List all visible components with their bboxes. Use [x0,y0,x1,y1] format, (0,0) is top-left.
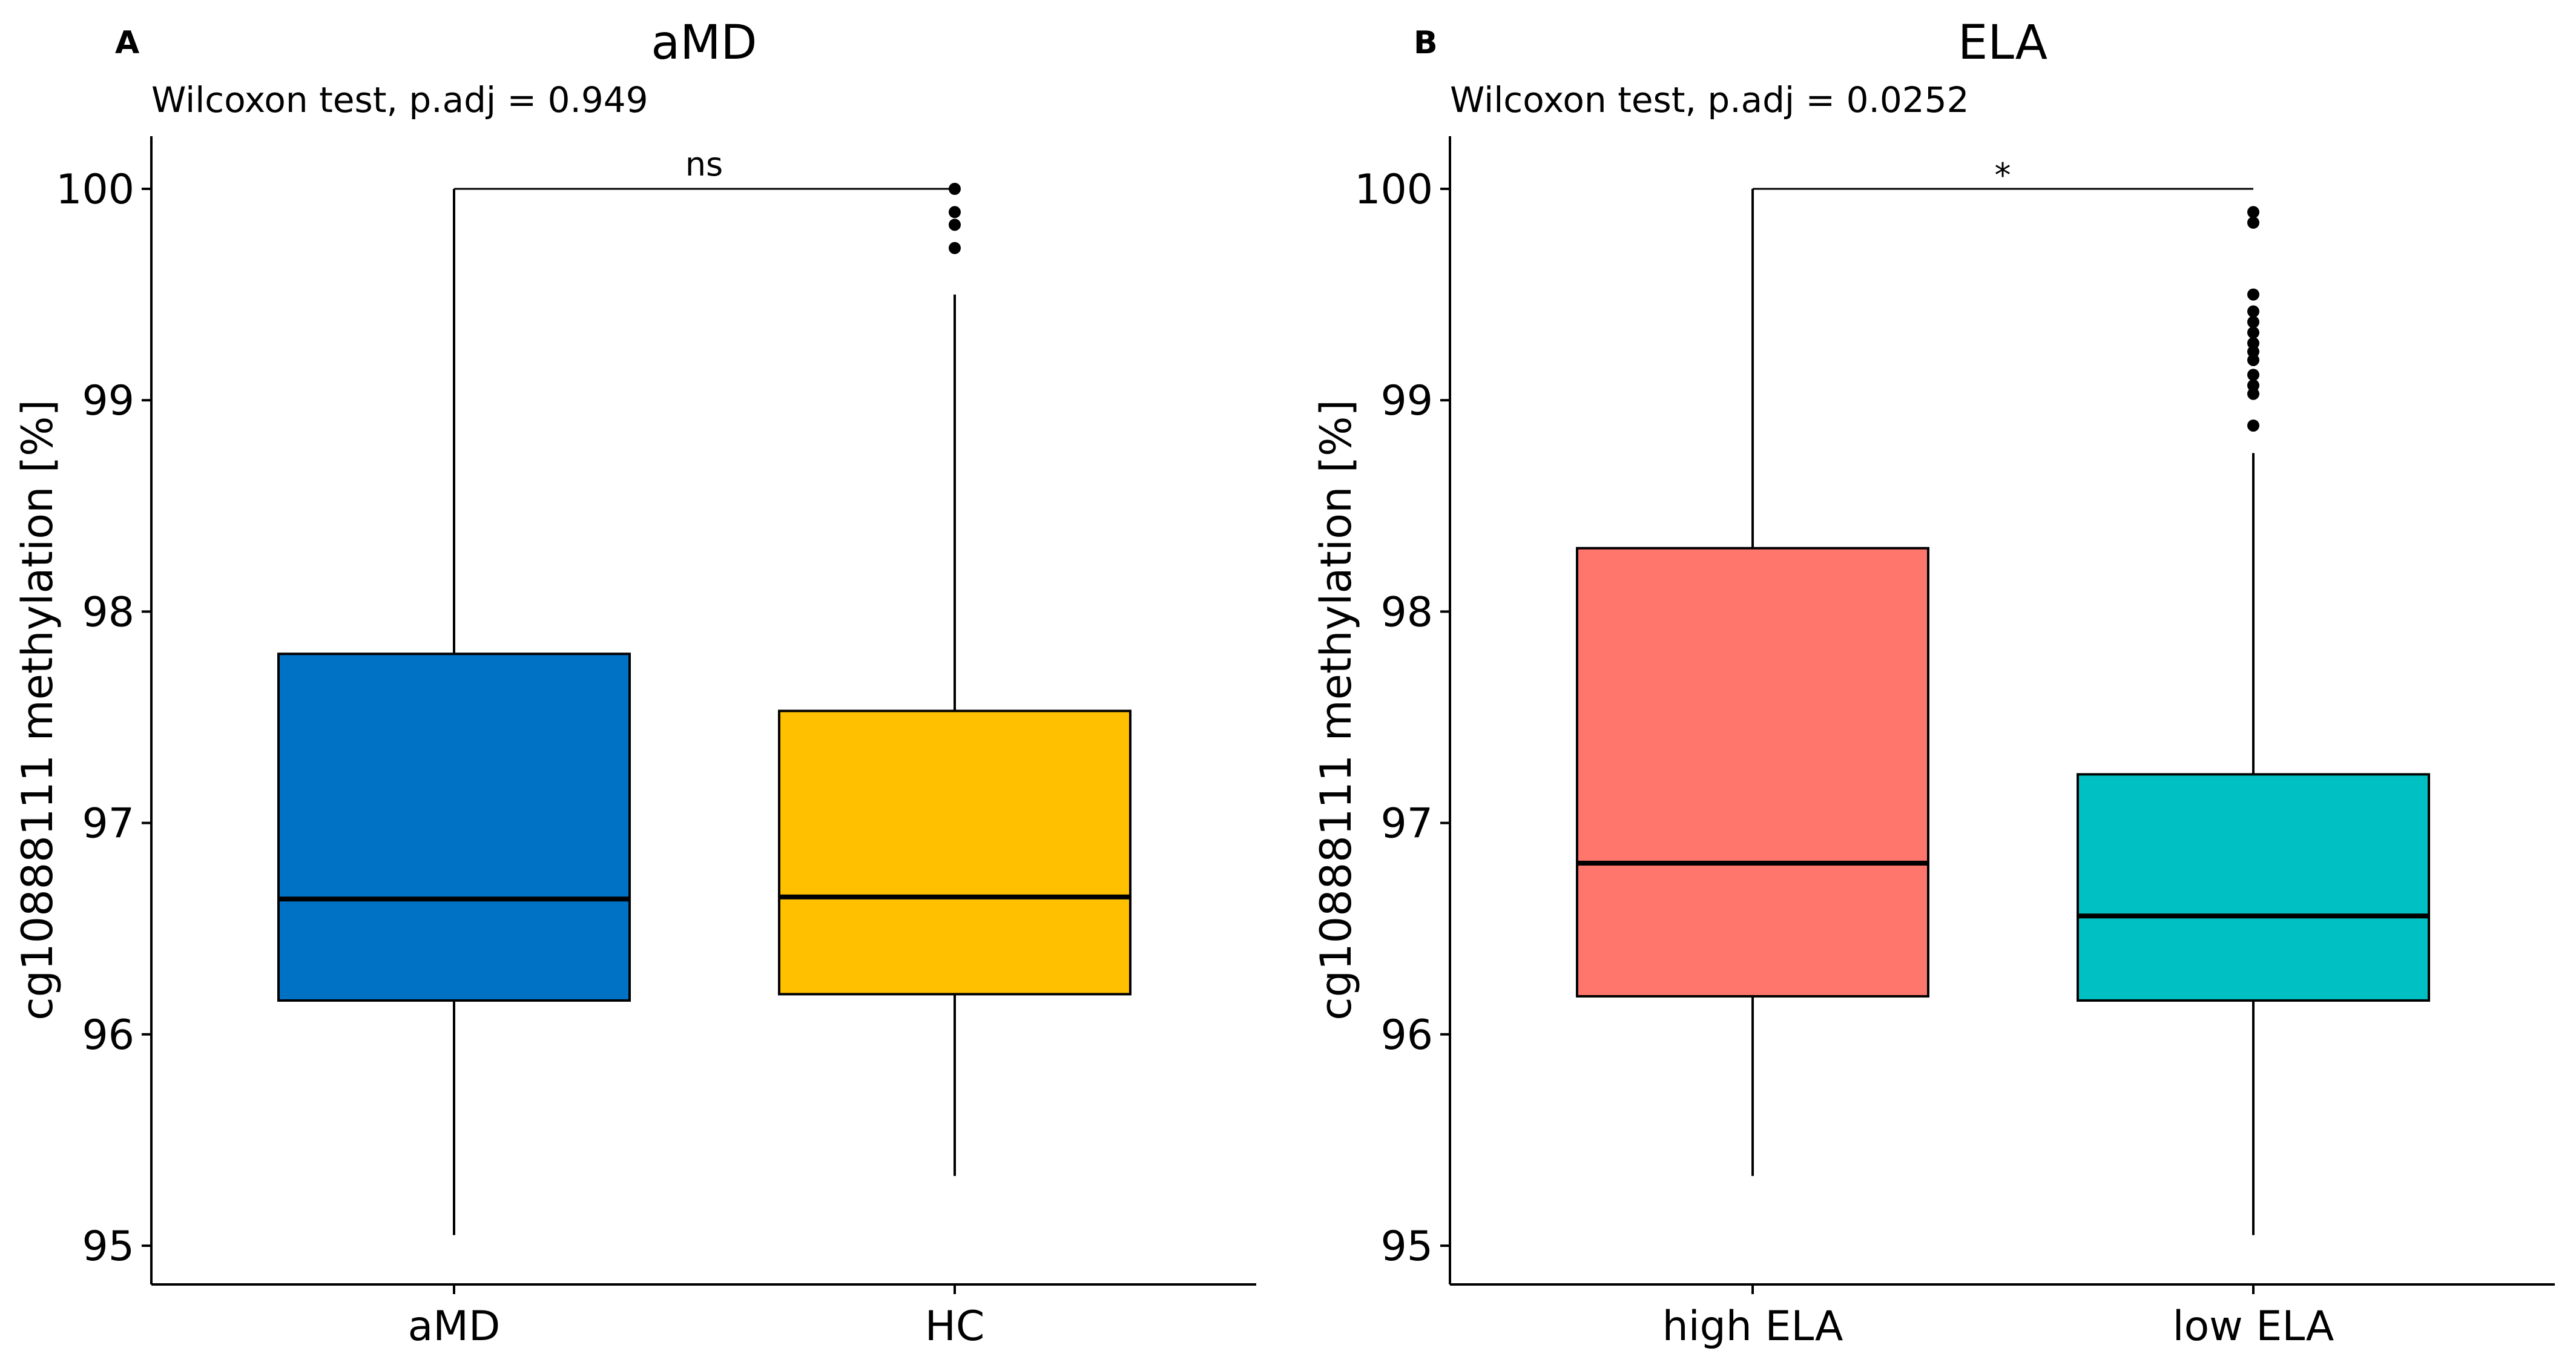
panel-a-box [277,653,631,1002]
panel-a-y-tick-label: 98 [82,588,134,636]
panel-a-subtitle: Wilcoxon test, p.adj = 0.949 [151,79,648,120]
panel-b-outlier-point [2247,369,2259,381]
panel-a-outlier-point [949,219,961,231]
panel-b-outlier-point [2247,345,2259,358]
panel-b-letter: B [1414,25,1438,61]
panel-b-y-axis-label: cg10888111 methylation [%] [1311,399,1361,1021]
panel-b-x-tick-label: high ELA [1662,1303,1843,1350]
panel-b-outlier-point [2247,419,2259,432]
panel-a-y-tick-label: 95 [82,1223,134,1271]
panel-b-subtitle: Wilcoxon test, p.adj = 0.0252 [1450,79,1969,120]
panel-a-y-tick-label: 96 [82,1011,134,1059]
panel-a-box [778,709,1132,996]
panel-b-y-tick-label: 99 [1380,377,1433,425]
panel-b-outlier-point [2247,337,2259,349]
panel-a-y-axis-label: cg10888111 methylation [%] [13,399,62,1021]
panel-b-title: ELA [1958,16,2047,70]
panel-b: B ELA Wilcoxon test, p.adj = 0.0252 cg10… [1311,16,2555,1350]
panel-b-y-tick-label: 95 [1380,1223,1433,1271]
panel-a-significance-label: ns [685,145,723,183]
panel-a-x-tick-label: aMD [408,1303,501,1350]
panel-b-x-tick-label: low ELA [2173,1303,2334,1350]
panel-b-y-tick-label: 98 [1380,588,1433,636]
panel-b-y-tick-label: 100 [1354,166,1433,214]
panel-b-box [2077,773,2430,1002]
panel-b-outlier-point [2247,353,2259,366]
panel-b-y-tick-label: 96 [1380,1011,1433,1059]
panel-a-outlier-point [949,242,961,254]
panel-a-letter: A [115,25,139,61]
panel-b-outlier-point [2247,315,2259,328]
panel-a-outlier-point [949,206,961,219]
panel-b-plot-area: 95 96 97 98 99 100 high ELA low ELA [1354,136,2555,1350]
panel-b-outlier-point [2247,206,2259,219]
panel-a-y-tick-label: 97 [82,800,134,848]
panel-a-title: aMD [651,16,757,70]
panel-b-outlier-point [2247,379,2259,392]
panel-b-outlier-point [2247,216,2259,229]
panel-b-box [1576,547,1929,998]
panel-b-outlier-point [2247,305,2259,318]
panel-b-outlier-point [2247,326,2259,339]
panel-a-plot-area: 95 96 97 98 99 100 aMD HC [56,136,1256,1350]
panel-b-y-tick-label: 97 [1380,800,1433,848]
panel-b-outlier-point [2247,288,2259,301]
panel-a: A aMD Wilcoxon test, p.adj = 0.949 cg108… [13,16,1256,1350]
panel-a-x-tick-label: HC [925,1303,985,1350]
panel-b-outlier-point [2247,387,2259,400]
panel-a-y-tick-label: 99 [82,377,134,425]
panel-a-y-tick-label: 100 [56,166,134,214]
